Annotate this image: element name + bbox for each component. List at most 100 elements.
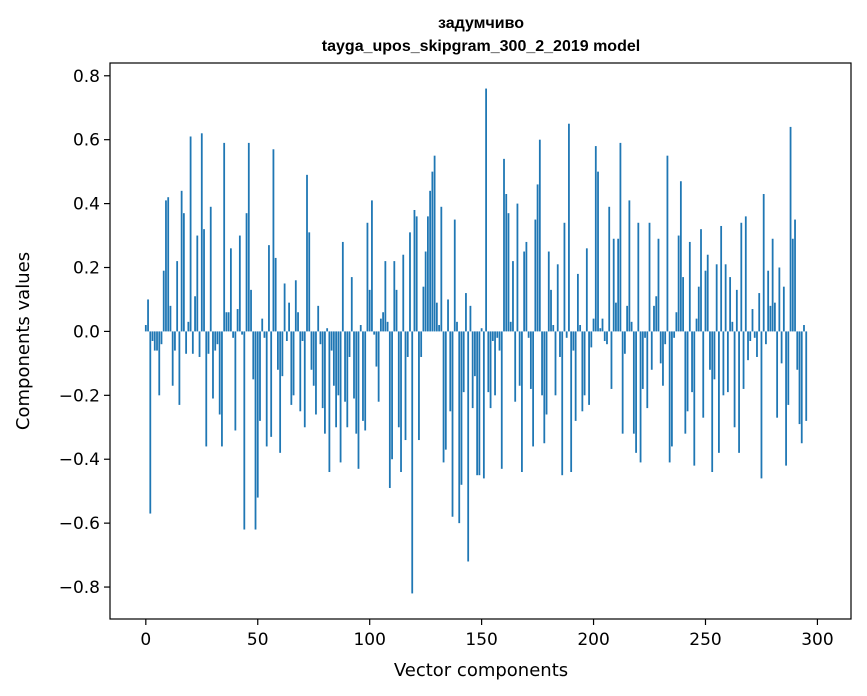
bar-component-3 bbox=[151, 331, 154, 341]
bar-component-139 bbox=[456, 321, 458, 332]
y-tick-label: 0.6 bbox=[73, 131, 100, 151]
bar-component-214 bbox=[624, 331, 626, 354]
bar-component-169 bbox=[523, 251, 526, 332]
bar-component-81 bbox=[326, 328, 329, 332]
bar-component-25 bbox=[200, 133, 203, 332]
bar-component-146 bbox=[471, 331, 474, 409]
bar-component-33 bbox=[218, 331, 221, 415]
x-tick-label: 100 bbox=[353, 630, 385, 650]
bar-component-57 bbox=[272, 149, 275, 332]
bar-component-160 bbox=[503, 158, 505, 332]
bar-component-293 bbox=[800, 331, 803, 444]
bar-component-268 bbox=[744, 216, 747, 332]
y-tick-label: −0.4 bbox=[59, 450, 100, 470]
bar-component-12 bbox=[171, 331, 174, 386]
bar-component-4 bbox=[153, 331, 156, 351]
bar-component-179 bbox=[545, 331, 548, 415]
bar-component-175 bbox=[536, 184, 539, 332]
x-tick-label: 150 bbox=[465, 630, 497, 650]
bar-component-62 bbox=[283, 283, 286, 332]
bar-component-201 bbox=[594, 146, 597, 332]
bar-component-144 bbox=[467, 331, 470, 562]
y-tick-label: −0.8 bbox=[59, 578, 100, 598]
bar-component-202 bbox=[597, 171, 599, 332]
bar-component-134 bbox=[444, 331, 447, 450]
plot-frame bbox=[109, 62, 852, 620]
bar-component-5 bbox=[156, 331, 158, 351]
bar-component-274 bbox=[758, 293, 761, 332]
bar-component-271 bbox=[751, 309, 754, 332]
bar-component-254 bbox=[713, 331, 716, 380]
bar-component-61 bbox=[281, 331, 284, 377]
bar-component-154 bbox=[489, 331, 492, 409]
bar-component-222 bbox=[641, 331, 644, 389]
bar-component-213 bbox=[621, 331, 624, 434]
bar-component-182 bbox=[552, 325, 555, 332]
bar-component-209 bbox=[612, 238, 615, 332]
bar-component-294 bbox=[803, 325, 805, 332]
bar-component-242 bbox=[686, 331, 689, 412]
bar-component-218 bbox=[632, 331, 635, 434]
bar-component-161 bbox=[505, 194, 508, 332]
x-axis-label: Vector components bbox=[394, 660, 568, 681]
bar-component-43 bbox=[241, 331, 243, 335]
bar-component-76 bbox=[315, 331, 317, 415]
bar-component-183 bbox=[554, 331, 557, 396]
bar-component-69 bbox=[299, 331, 302, 412]
bar-component-105 bbox=[379, 318, 382, 332]
bar-component-55 bbox=[268, 245, 270, 332]
bar-component-240 bbox=[682, 277, 684, 332]
bar-component-20 bbox=[189, 136, 192, 332]
bar-component-185 bbox=[559, 331, 561, 357]
x-tick-label: 300 bbox=[801, 630, 833, 650]
bar-component-11 bbox=[169, 305, 172, 332]
bar-component-44 bbox=[243, 331, 246, 530]
bar-component-18 bbox=[185, 331, 188, 354]
bar-component-119 bbox=[411, 331, 414, 594]
bar-component-130 bbox=[435, 302, 438, 332]
bar-component-238 bbox=[677, 235, 680, 332]
bar-component-115 bbox=[402, 254, 405, 332]
bar-component-252 bbox=[709, 331, 711, 370]
bar-component-136 bbox=[449, 331, 452, 412]
bar-component-180 bbox=[547, 251, 550, 332]
bar-component-165 bbox=[514, 331, 517, 402]
bar-component-228 bbox=[655, 296, 658, 332]
bar-component-53 bbox=[263, 331, 266, 338]
bar-component-223 bbox=[644, 331, 646, 338]
bar-component-99 bbox=[366, 222, 369, 332]
bar-component-245 bbox=[693, 331, 696, 466]
bar-component-149 bbox=[478, 331, 481, 476]
bar-component-264 bbox=[735, 289, 738, 332]
bar-component-211 bbox=[617, 238, 620, 332]
bar-component-172 bbox=[529, 331, 532, 389]
bar-component-164 bbox=[512, 261, 514, 332]
y-tick-label: −0.6 bbox=[59, 514, 100, 534]
bar-component-156 bbox=[494, 331, 496, 396]
bar-component-171 bbox=[527, 331, 530, 338]
bar-component-86 bbox=[337, 331, 340, 396]
bar-component-292 bbox=[798, 331, 801, 425]
bar-component-248 bbox=[700, 229, 702, 332]
bar-component-116 bbox=[404, 331, 407, 441]
bar-component-34 bbox=[221, 331, 223, 447]
bar-component-38 bbox=[229, 248, 232, 332]
chart-subtitle: tayga_upos_skipgram_300_2_2019 model bbox=[322, 38, 640, 55]
bar-component-95 bbox=[357, 331, 360, 469]
bar-component-29 bbox=[209, 206, 212, 332]
x-tick-label: 200 bbox=[577, 630, 609, 650]
bar-component-117 bbox=[406, 331, 409, 357]
bar-component-52 bbox=[261, 318, 264, 332]
bar-component-135 bbox=[447, 299, 449, 332]
bar-component-261 bbox=[729, 277, 732, 332]
bar-component-193 bbox=[576, 273, 579, 332]
bar-component-123 bbox=[420, 331, 423, 357]
bar-component-239 bbox=[679, 181, 682, 332]
bar-component-174 bbox=[534, 219, 537, 332]
bar-component-287 bbox=[787, 331, 790, 405]
bar-component-50 bbox=[256, 331, 259, 498]
bar-component-230 bbox=[659, 331, 662, 364]
bar-component-101 bbox=[371, 200, 373, 332]
bar-component-77 bbox=[317, 305, 320, 332]
bar-component-36 bbox=[225, 312, 228, 332]
